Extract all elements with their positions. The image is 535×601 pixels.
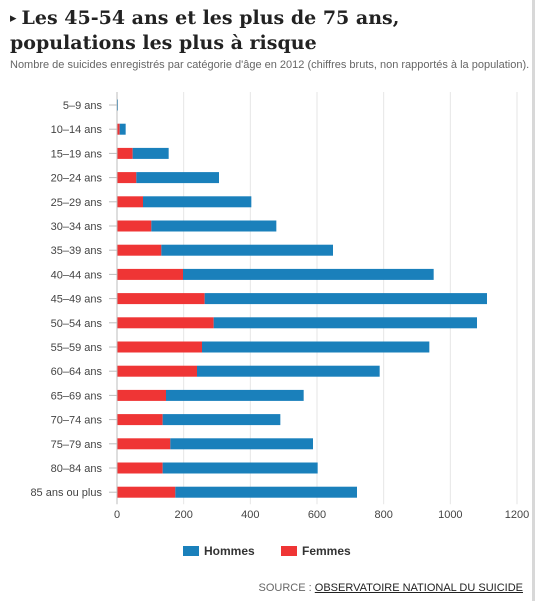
bar-hommes (162, 462, 318, 474)
x-tick-label: 1200 (505, 509, 529, 521)
x-tick-label: 800 (374, 509, 392, 521)
bar-femmes (117, 268, 183, 280)
bar-hommes (204, 293, 487, 305)
bar-hommes (161, 244, 333, 256)
y-tick-label: 65–69 ans (51, 390, 103, 402)
bar-femmes (117, 123, 120, 135)
y-tick-label: 5–9 ans (63, 100, 103, 112)
y-tick-label: 35–39 ans (51, 245, 103, 257)
legend-label-hommes: Hommes (204, 544, 255, 558)
chart-title-text: Les 45-54 ans et les plus de 75 ans, pop… (10, 7, 400, 54)
legend: Hommes Femmes (183, 544, 351, 558)
y-tick-label: 75–79 ans (51, 439, 103, 451)
bar-hommes (132, 147, 169, 159)
x-tick-label: 0 (114, 509, 120, 521)
bar-femmes (117, 341, 202, 353)
bar-hommes (151, 220, 277, 232)
bar-femmes (117, 196, 143, 208)
y-tick-label: 55–59 ans (51, 342, 103, 354)
legend-swatch-hommes (183, 546, 199, 556)
bar-femmes (117, 462, 163, 474)
y-tick-label: 50–54 ans (51, 318, 103, 330)
y-tick-label: 30–34 ans (51, 221, 103, 233)
y-tick-label: 20–24 ans (51, 173, 103, 185)
y-tick-label: 70–74 ans (51, 415, 103, 427)
bars (117, 99, 487, 498)
y-tick-label: 40–44 ans (51, 269, 103, 281)
bar-femmes (117, 365, 197, 377)
y-tick-label: 15–19 ans (51, 148, 103, 160)
bar-femmes (117, 317, 214, 329)
bar-hommes (197, 365, 380, 377)
chart-title: ▸ Les 45-54 ans et les plus de 75 ans, po… (10, 6, 530, 55)
bar-hommes (119, 123, 126, 135)
source-prefix: SOURCE : (258, 582, 315, 594)
bar-femmes (117, 414, 163, 426)
axes: 0 200 400 600 800 1000 1200 5–9 ans 10–14 ans 15–… (30, 92, 529, 521)
chart-subtitle: Nombre de suicides enregistrés par catég… (10, 59, 530, 71)
x-tick-label: 600 (308, 509, 326, 521)
bar-hommes (143, 196, 252, 208)
y-tick-label: 80–84 ans (51, 463, 103, 475)
bar-hommes (202, 341, 430, 353)
y-tick-label: 10–14 ans (51, 124, 103, 136)
bar-hommes (166, 389, 304, 401)
bar-femmes (117, 438, 171, 450)
x-tick-label: 1000 (438, 509, 462, 521)
bar-hommes (162, 414, 281, 426)
y-tick-label: 25–29 ans (51, 197, 103, 209)
bar-hommes (183, 268, 434, 280)
legend-swatch-femmes (281, 546, 297, 556)
bar-hommes (175, 486, 357, 498)
bar-femmes (117, 389, 166, 401)
page-right-border (532, 0, 535, 601)
y-tick-label: 45–49 ans (51, 294, 103, 306)
bar-femmes (117, 244, 162, 256)
source-credit: SOURCE : OBSERVATOIRE NATIONAL DU SUICID… (259, 582, 523, 594)
bar-hommes (136, 172, 219, 184)
x-tick-label: 400 (241, 509, 259, 521)
bar-femmes (117, 172, 137, 184)
x-tick-label: 200 (174, 509, 192, 521)
source-link[interactable]: OBSERVATOIRE NATIONAL DU SUICIDE (314, 582, 523, 594)
bar-femmes (117, 293, 205, 305)
bar-femmes (117, 147, 133, 159)
bar-femmes (117, 486, 176, 498)
chart-header: ▸ Les 45-54 ans et les plus de 75 ans, po… (10, 6, 530, 72)
legend-label-femmes: Femmes (302, 544, 351, 558)
bar-hommes (213, 317, 477, 329)
bar-hommes (170, 438, 313, 450)
title-arrow-icon: ▸ (10, 11, 17, 26)
y-tick-label: 60–64 ans (51, 366, 103, 378)
y-tick-label: 85 ans ou plus (30, 487, 102, 499)
bar-femmes (117, 220, 152, 232)
